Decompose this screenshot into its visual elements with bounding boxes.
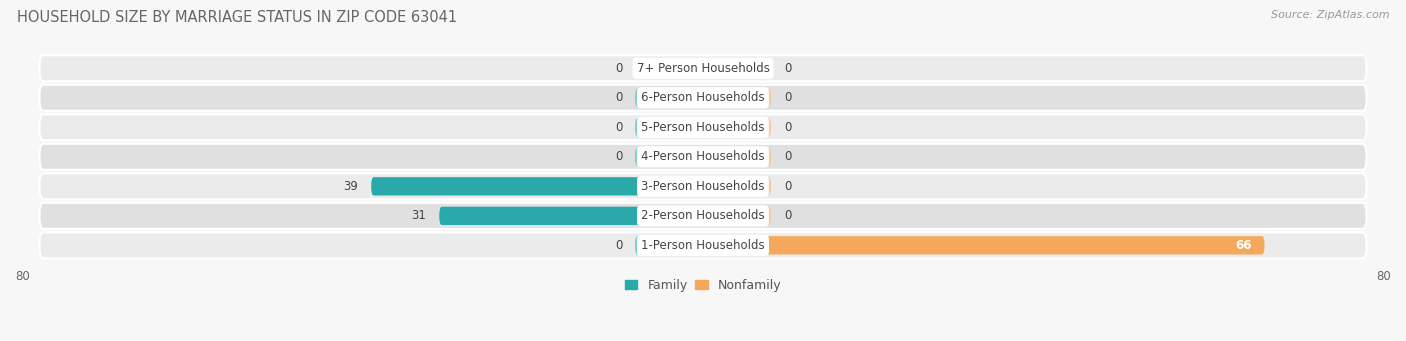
FancyBboxPatch shape <box>439 207 703 225</box>
FancyBboxPatch shape <box>39 85 1367 111</box>
FancyBboxPatch shape <box>39 114 1367 140</box>
Text: 0: 0 <box>783 150 792 163</box>
FancyBboxPatch shape <box>703 118 770 136</box>
FancyBboxPatch shape <box>636 89 703 107</box>
Text: 0: 0 <box>614 239 623 252</box>
FancyBboxPatch shape <box>636 118 703 136</box>
Text: 3-Person Households: 3-Person Households <box>641 180 765 193</box>
FancyBboxPatch shape <box>39 203 1367 229</box>
FancyBboxPatch shape <box>703 59 770 77</box>
Text: HOUSEHOLD SIZE BY MARRIAGE STATUS IN ZIP CODE 63041: HOUSEHOLD SIZE BY MARRIAGE STATUS IN ZIP… <box>17 10 457 25</box>
Text: Source: ZipAtlas.com: Source: ZipAtlas.com <box>1271 10 1389 20</box>
FancyBboxPatch shape <box>703 177 770 195</box>
Text: 0: 0 <box>783 209 792 222</box>
Text: 66: 66 <box>1236 239 1251 252</box>
Text: 7+ Person Households: 7+ Person Households <box>637 62 769 75</box>
FancyBboxPatch shape <box>636 236 703 254</box>
FancyBboxPatch shape <box>703 207 770 225</box>
Text: 0: 0 <box>783 180 792 193</box>
Text: 0: 0 <box>783 91 792 104</box>
FancyBboxPatch shape <box>39 55 1367 81</box>
Text: 0: 0 <box>783 62 792 75</box>
FancyBboxPatch shape <box>703 148 770 166</box>
FancyBboxPatch shape <box>636 148 703 166</box>
Text: 0: 0 <box>614 121 623 134</box>
Text: 1-Person Households: 1-Person Households <box>641 239 765 252</box>
FancyBboxPatch shape <box>39 232 1367 258</box>
Text: 31: 31 <box>412 209 426 222</box>
Text: 39: 39 <box>343 180 359 193</box>
Text: 5-Person Households: 5-Person Households <box>641 121 765 134</box>
Text: 4-Person Households: 4-Person Households <box>641 150 765 163</box>
FancyBboxPatch shape <box>39 173 1367 199</box>
FancyBboxPatch shape <box>39 144 1367 170</box>
Text: 0: 0 <box>783 121 792 134</box>
Text: 6-Person Households: 6-Person Households <box>641 91 765 104</box>
FancyBboxPatch shape <box>636 59 703 77</box>
FancyBboxPatch shape <box>371 177 703 195</box>
FancyBboxPatch shape <box>703 89 770 107</box>
FancyBboxPatch shape <box>703 236 1264 254</box>
Text: 0: 0 <box>614 150 623 163</box>
Text: 0: 0 <box>614 91 623 104</box>
Text: 0: 0 <box>614 62 623 75</box>
Text: 2-Person Households: 2-Person Households <box>641 209 765 222</box>
Legend: Family, Nonfamily: Family, Nonfamily <box>620 274 786 297</box>
